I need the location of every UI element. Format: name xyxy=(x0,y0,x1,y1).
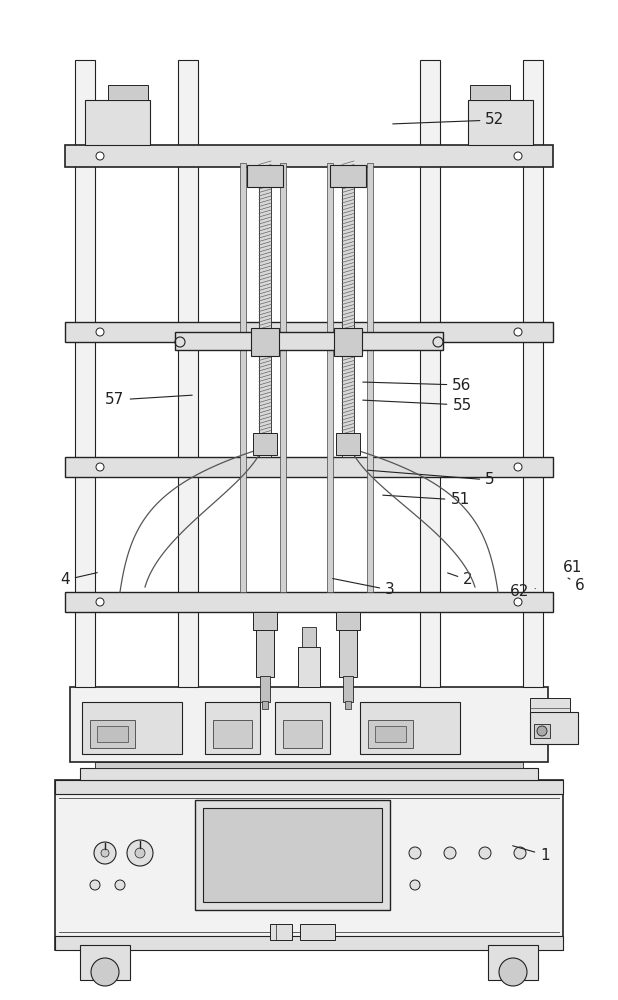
Circle shape xyxy=(410,880,420,890)
Circle shape xyxy=(514,847,526,859)
Bar xyxy=(468,100,533,145)
Bar xyxy=(97,726,128,742)
Bar xyxy=(256,617,274,677)
Bar xyxy=(80,768,538,780)
Text: 5: 5 xyxy=(368,470,495,488)
Circle shape xyxy=(514,463,522,471)
Bar xyxy=(327,163,333,592)
Bar xyxy=(253,433,277,455)
Circle shape xyxy=(537,726,547,736)
Bar xyxy=(65,592,553,612)
Bar xyxy=(367,163,373,592)
Text: 52: 52 xyxy=(393,112,505,127)
Bar xyxy=(470,85,510,100)
Bar xyxy=(175,332,443,350)
Bar xyxy=(205,702,260,754)
Bar xyxy=(342,165,354,457)
Bar xyxy=(203,808,382,902)
Bar xyxy=(368,720,413,748)
Bar xyxy=(345,701,351,709)
Circle shape xyxy=(127,840,153,866)
Bar xyxy=(80,945,130,980)
Bar xyxy=(375,726,406,742)
Bar xyxy=(330,165,366,187)
Bar xyxy=(523,60,543,687)
Bar xyxy=(534,724,550,738)
Circle shape xyxy=(90,880,100,890)
Text: 57: 57 xyxy=(106,392,192,408)
Bar xyxy=(298,647,320,687)
Circle shape xyxy=(514,152,522,160)
Bar xyxy=(75,60,95,687)
Bar xyxy=(85,100,150,145)
Text: 2: 2 xyxy=(447,572,473,587)
Bar xyxy=(70,687,548,762)
Bar xyxy=(55,936,563,950)
Circle shape xyxy=(101,849,109,857)
Text: 1: 1 xyxy=(513,846,550,862)
Bar xyxy=(280,163,286,592)
Bar xyxy=(195,800,390,910)
Bar xyxy=(65,145,553,167)
Bar xyxy=(302,627,316,647)
Circle shape xyxy=(409,847,421,859)
Text: 6: 6 xyxy=(568,578,585,592)
Bar xyxy=(178,60,198,687)
Circle shape xyxy=(96,598,104,606)
Circle shape xyxy=(96,152,104,160)
Circle shape xyxy=(91,958,119,986)
Bar xyxy=(336,433,360,455)
Circle shape xyxy=(444,847,456,859)
Bar xyxy=(55,780,563,794)
Bar xyxy=(65,457,553,477)
Bar xyxy=(95,762,523,768)
Text: 61: 61 xyxy=(564,560,583,576)
Bar xyxy=(360,702,460,754)
Bar xyxy=(283,720,322,748)
Circle shape xyxy=(514,598,522,606)
Bar xyxy=(247,165,283,187)
Circle shape xyxy=(115,880,125,890)
Bar xyxy=(253,612,277,630)
Bar xyxy=(270,924,292,940)
Text: 55: 55 xyxy=(363,397,472,412)
Text: 3: 3 xyxy=(332,579,395,597)
Bar xyxy=(251,328,279,356)
Text: 56: 56 xyxy=(363,377,472,392)
Bar xyxy=(530,712,578,744)
Bar xyxy=(339,617,357,677)
Bar xyxy=(334,328,362,356)
Circle shape xyxy=(479,847,491,859)
Bar xyxy=(260,676,270,702)
Bar xyxy=(530,698,570,712)
Bar xyxy=(65,322,553,342)
Bar xyxy=(108,85,148,100)
Circle shape xyxy=(94,842,116,864)
Bar xyxy=(420,60,440,687)
Circle shape xyxy=(96,463,104,471)
Bar xyxy=(262,701,268,709)
Text: 51: 51 xyxy=(383,492,470,508)
Bar xyxy=(240,163,246,592)
Bar xyxy=(300,924,335,940)
Circle shape xyxy=(499,958,527,986)
Circle shape xyxy=(96,328,104,336)
Bar xyxy=(90,720,135,748)
Bar xyxy=(275,702,330,754)
Bar xyxy=(213,720,252,748)
Circle shape xyxy=(514,328,522,336)
Circle shape xyxy=(135,848,145,858)
Bar xyxy=(336,612,360,630)
Bar xyxy=(259,165,271,457)
Bar xyxy=(488,945,538,980)
Bar xyxy=(82,702,182,754)
Text: 4: 4 xyxy=(60,572,97,587)
Bar xyxy=(343,676,353,702)
Text: 62: 62 xyxy=(510,584,535,599)
Bar xyxy=(55,780,563,950)
